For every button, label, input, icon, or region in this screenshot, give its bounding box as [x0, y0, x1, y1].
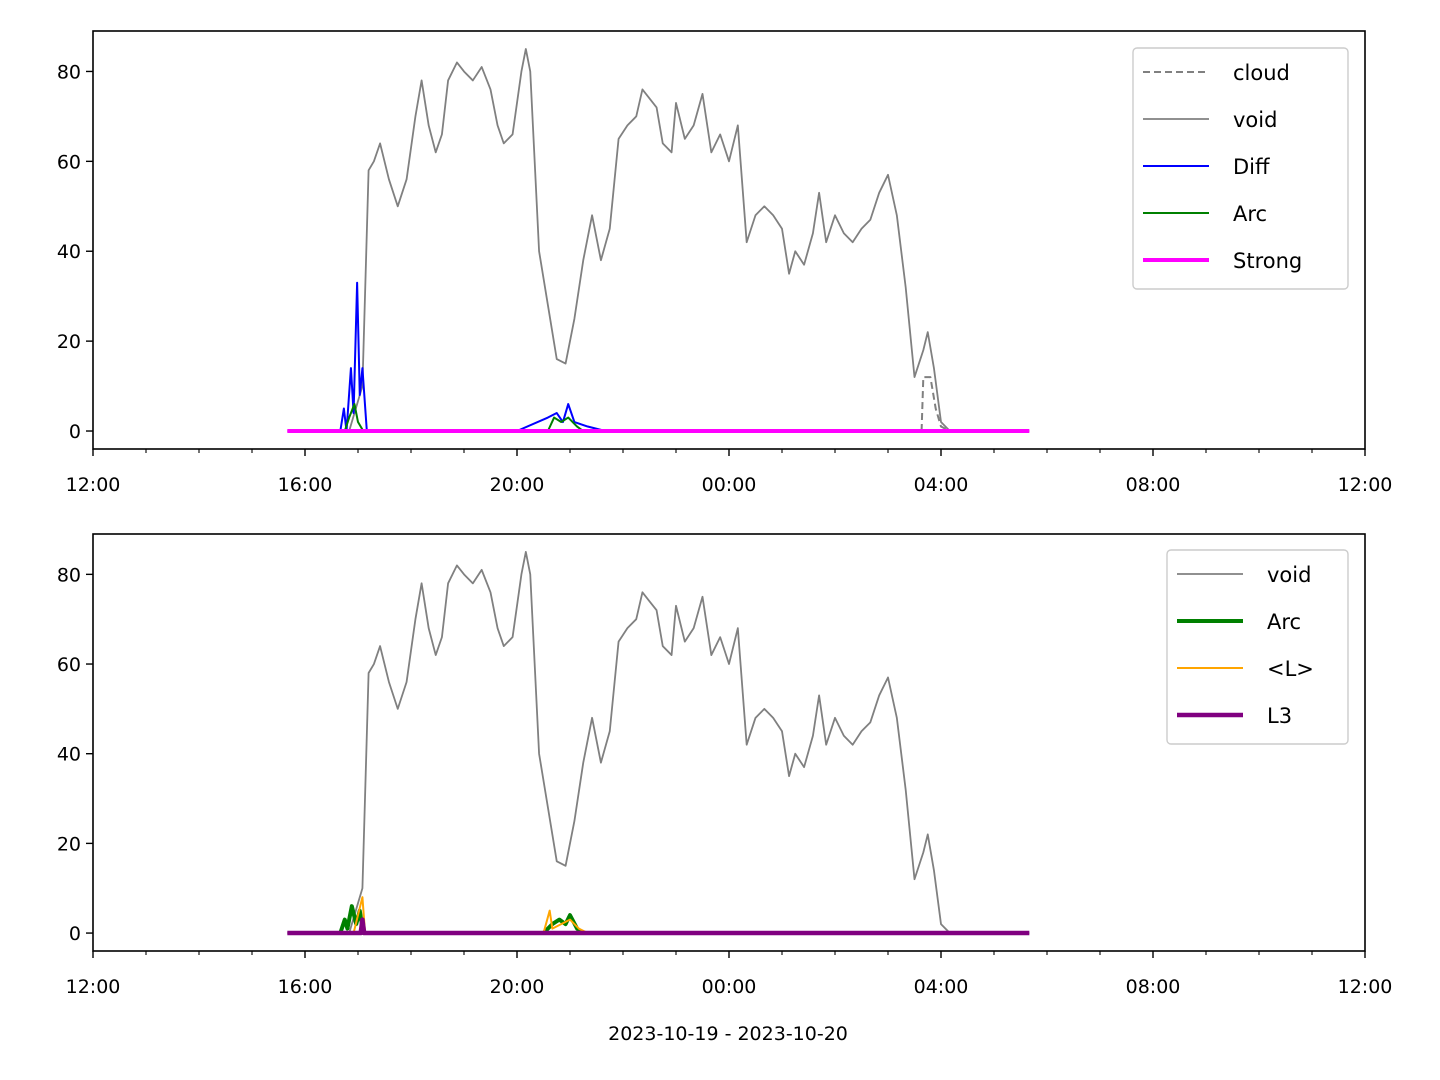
y-tick-label: 0: [69, 421, 81, 443]
y-tick-label: 80: [57, 564, 81, 586]
series-line-l: [352, 896, 589, 935]
y-tick-label: 60: [57, 654, 81, 676]
legend-label: cloud: [1233, 61, 1290, 85]
bottom-plot-panel: 0 20 40 60 80 12:00 16:00 20:00 00:00 04:00 08:00 1…: [57, 533, 1393, 998]
y-tick-label: 20: [57, 331, 81, 353]
y-tick-label: 40: [57, 241, 81, 263]
legend-label: Diff: [1233, 155, 1270, 179]
top-plot-panel: 0 20 40 60 80 12:00 16:00 20:00 00:00 04:00 08:00 1…: [57, 30, 1393, 496]
x-tick-label: 08:00: [1126, 474, 1181, 496]
legend-label: Arc: [1267, 610, 1301, 634]
x-tick-label: 12:00: [1338, 976, 1393, 998]
y-tick-label: 40: [57, 744, 81, 766]
x-tick-label: 16:00: [278, 976, 333, 998]
x-tick-label: 04:00: [914, 474, 969, 496]
x-tick-label: 12:00: [66, 976, 121, 998]
legend-label: <L>: [1267, 657, 1314, 681]
series-line-l3: [287, 917, 1030, 936]
y-tick-label: 60: [57, 151, 81, 173]
x-tick-label: 16:00: [278, 474, 333, 496]
y-tick-label: 80: [57, 61, 81, 83]
x-tick-label: 20:00: [490, 474, 545, 496]
x-tick-label: 00:00: [702, 976, 757, 998]
legend-label: void: [1233, 108, 1277, 132]
legend-label: Strong: [1233, 249, 1302, 273]
x-tick-label: 20:00: [490, 976, 545, 998]
bottom-x-axis-label: 2023-10-19 - 2023-10-20: [608, 1023, 848, 1045]
x-tick-label: 12:00: [1338, 474, 1393, 496]
y-tick-label: 0: [69, 923, 81, 945]
legend-label: Arc: [1233, 202, 1267, 226]
series-line-void: [287, 48, 1030, 432]
legend-box: [1132, 47, 1349, 290]
series-line-cloud: [920, 376, 951, 432]
legend-box: [1166, 549, 1349, 745]
legend-label: L3: [1267, 704, 1292, 728]
series-line-void: [287, 551, 1030, 934]
x-tick-label: 08:00: [1126, 976, 1181, 998]
x-tick-label: 12:00: [66, 474, 121, 496]
legend-label: void: [1267, 563, 1311, 587]
y-tick-label: 20: [57, 833, 81, 855]
x-tick-label: 04:00: [914, 976, 969, 998]
x-tick-label: 00:00: [702, 474, 757, 496]
